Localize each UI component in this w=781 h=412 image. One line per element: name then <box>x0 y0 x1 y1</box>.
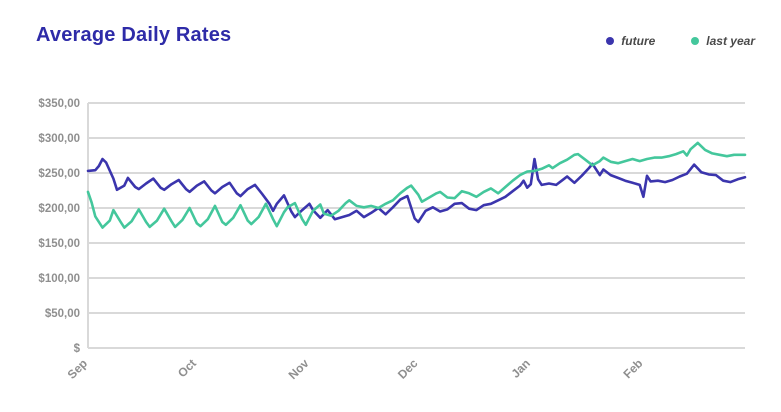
x-axis-label: Sep <box>65 356 90 381</box>
future-series-dot-icon <box>606 37 615 45</box>
y-axis-label: $350,00 <box>38 98 80 110</box>
y-axis-label: $100,00 <box>38 273 80 285</box>
y-axis-label: $150,00 <box>38 238 80 250</box>
x-axis-label: Nov <box>286 356 312 382</box>
y-axis-label: $ <box>74 343 81 355</box>
y-axis-label: $250,00 <box>38 168 80 180</box>
x-axis-label: Jan <box>508 356 533 381</box>
legend-item-future[interactable]: future <box>606 34 655 48</box>
x-axis-label: Dec <box>395 356 421 382</box>
future-line <box>86 157 747 224</box>
y-axis-label: $200,00 <box>38 203 80 215</box>
page-title: Average Daily Rates <box>36 24 232 46</box>
y-axis-label: $50,00 <box>45 308 80 320</box>
legend-label-last-year: last year <box>706 34 755 48</box>
x-axis-label: Oct <box>175 356 199 380</box>
last-year-series-dot-icon <box>691 37 700 45</box>
y-axis-label: $300,00 <box>38 133 80 145</box>
x-axis-label: Feb <box>620 356 645 381</box>
legend-item-last-year[interactable]: last year <box>691 34 755 48</box>
chart-legend: future last year <box>606 34 755 48</box>
last-year-line <box>86 141 747 229</box>
legend-label-future: future <box>621 34 656 48</box>
